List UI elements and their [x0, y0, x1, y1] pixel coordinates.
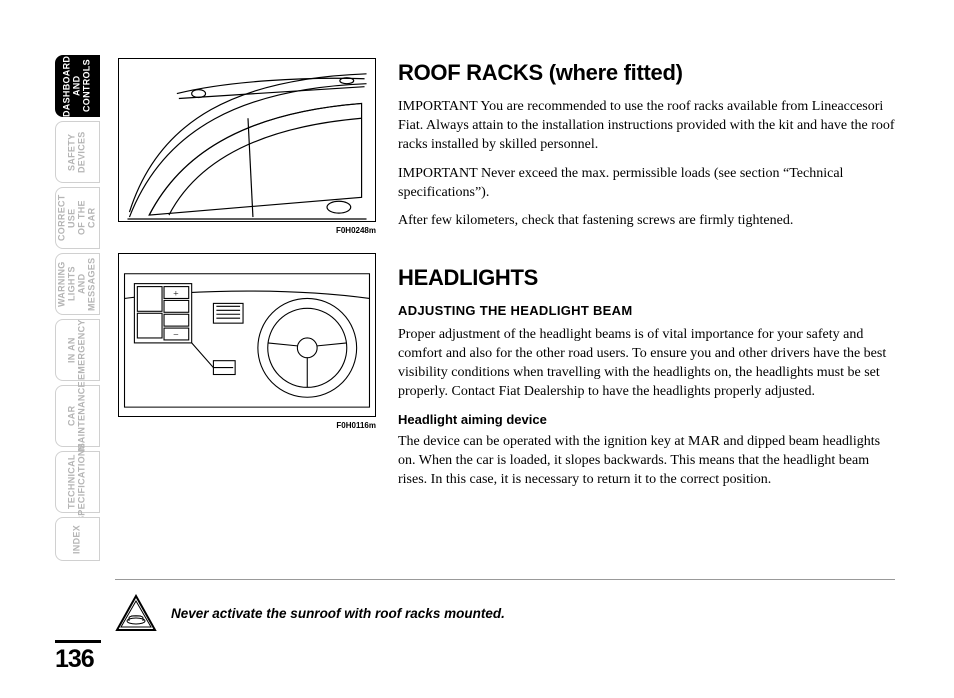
tab-emergency[interactable]: IN ANEMERGENCY: [55, 319, 100, 381]
para-roof-1: IMPORTANT You are recommended to use the…: [398, 98, 898, 155]
heading-headlights: HEADLIGHTS: [398, 265, 898, 291]
svg-text:+: +: [173, 288, 179, 299]
figure-caption-1: F0H0248m: [118, 226, 376, 235]
manual-page: DASHBOARDAND CONTROLS SAFETYDEVICES CORR…: [0, 0, 954, 698]
figure-roof-rack: [118, 58, 376, 222]
tab-dashboard-controls[interactable]: DASHBOARDAND CONTROLS: [55, 55, 100, 117]
figure-column: F0H0248m: [118, 58, 383, 448]
tab-maintenance[interactable]: CARMAINTENANCE: [55, 385, 100, 447]
warning-row: Never activate the sunroof with roof rac…: [115, 579, 895, 632]
svg-text:−: −: [173, 330, 179, 341]
page-number: 136: [55, 640, 101, 674]
para-aiming: The device can be operated with the igni…: [398, 433, 898, 490]
tab-correct-use[interactable]: CORRECT USEOF THE CAR: [55, 187, 100, 249]
warning-triangle-icon: [115, 594, 157, 632]
figure-caption-2: F0H0116m: [118, 421, 376, 430]
tab-warning-lights[interactable]: WARNINGLIGHTS ANDMESSAGES: [55, 253, 100, 315]
figure-dashboard: + −: [118, 253, 376, 417]
para-beam: Proper adjustment of the headlight beams…: [398, 326, 898, 402]
para-roof-3: After few kilometers, check that fasteni…: [398, 212, 898, 231]
page-content: ROOF RACKS (where fitted) IMPORTANT You …: [398, 60, 898, 500]
warning-text: Never activate the sunroof with roof rac…: [171, 606, 505, 621]
section-tabs: DASHBOARDAND CONTROLS SAFETYDEVICES CORR…: [55, 55, 100, 561]
tab-index[interactable]: INDEX: [55, 517, 100, 561]
subheading-aiming-device: Headlight aiming device: [398, 412, 898, 427]
heading-roof-racks: ROOF RACKS (where fitted): [398, 60, 898, 86]
tab-safety-devices[interactable]: SAFETYDEVICES: [55, 121, 100, 183]
tab-technical-specs[interactable]: TECHNICALSPECIFICATIONS: [55, 451, 100, 513]
subheading-adjusting-beam: ADJUSTING THE HEADLIGHT BEAM: [398, 303, 898, 318]
para-roof-2: IMPORTANT Never exceed the max. permissi…: [398, 165, 898, 203]
